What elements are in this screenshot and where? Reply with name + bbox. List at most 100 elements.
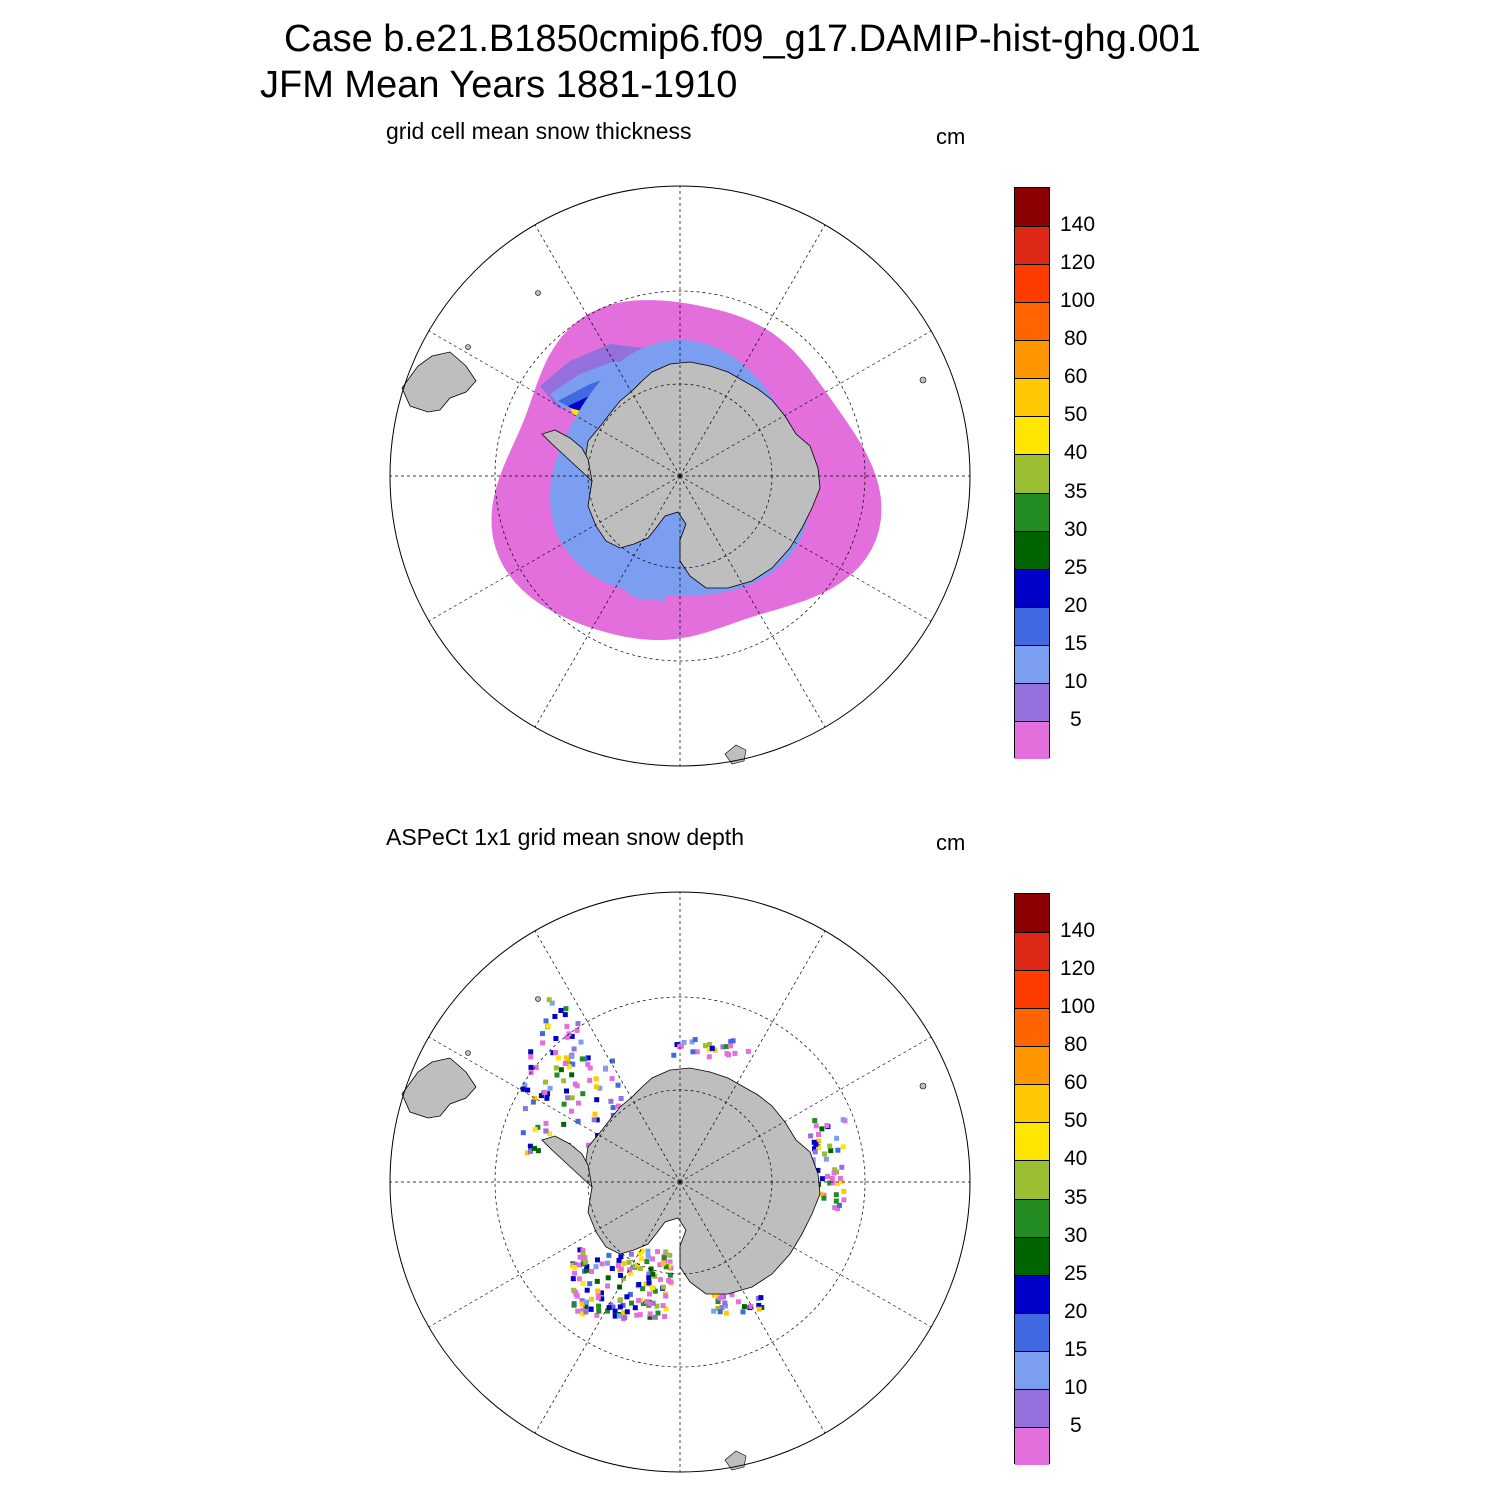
p2-observation-cell <box>635 1262 640 1268</box>
p2-observation-cell <box>643 1281 649 1287</box>
p1-colorbar-segment <box>1015 454 1049 493</box>
p2-meridian-120 <box>534 1181 681 1434</box>
p2-observation-cell <box>840 1144 846 1150</box>
p2-observation-cell <box>599 1290 604 1296</box>
p1-meridian-150 <box>428 475 681 622</box>
p2-south-america-landmass <box>401 1057 477 1119</box>
p1-map-border <box>389 185 971 767</box>
p2-observation-cell <box>553 1065 559 1071</box>
p2-observation-cell <box>595 1288 601 1294</box>
p2-observation-cell <box>542 1089 548 1095</box>
p2-observation-cell <box>640 1286 646 1292</box>
p2-observation-cell <box>528 1049 534 1055</box>
p2-observation-cell <box>543 1018 549 1024</box>
p2-observation-cell <box>594 1312 600 1318</box>
p2-colorbar-label: 15 <box>1064 1337 1088 1361</box>
p2-colorbar-segment <box>1015 1388 1049 1427</box>
p2-observation-cell <box>549 1000 555 1006</box>
p2-observation-cell <box>605 1260 610 1266</box>
p2-observation-cell <box>632 1305 638 1311</box>
p2-observation-cell <box>564 1055 569 1061</box>
p2-observation-cell <box>532 1095 538 1101</box>
panel1-colorbar <box>1014 187 1050 759</box>
p2-observation-cell <box>595 1295 601 1301</box>
p2-observation-cell <box>591 1117 597 1123</box>
p2-observation-cell <box>819 1176 825 1182</box>
p2-observation-cell <box>636 1282 642 1287</box>
p2-observation-cell <box>605 1308 610 1314</box>
p2-observation-cell <box>671 1052 677 1058</box>
p2-observation-cell <box>833 1192 839 1198</box>
p2-map-border <box>389 891 971 1473</box>
p2-observation-cell <box>577 1254 583 1260</box>
p1-colorbar-segment <box>1015 606 1049 645</box>
p2-observation-cell <box>589 1269 594 1274</box>
p2-observation-cell <box>546 997 552 1003</box>
p2-observation-cell <box>829 1175 835 1181</box>
p1-colorbar-label: 30 <box>1064 517 1088 541</box>
p2-observation-cell <box>616 1257 622 1263</box>
p2-observation-cell <box>589 1296 595 1302</box>
p2-colorbar-segment <box>1015 970 1049 1009</box>
p2-observation-cell <box>703 1043 708 1049</box>
p2-observation-cell <box>579 1298 585 1304</box>
p2-observation-cell <box>645 1248 651 1254</box>
p2-observation-cell <box>662 1314 667 1319</box>
p2-observation-cell <box>646 1280 652 1286</box>
p2-observation-cell <box>599 1296 605 1302</box>
p2-meridian-30 <box>679 1181 932 1328</box>
p2-observation-cell <box>594 1117 600 1123</box>
p2-observation-cell <box>609 1076 615 1082</box>
p2-observation-cell <box>823 1156 829 1162</box>
p2-observation-cell <box>657 1262 663 1268</box>
p2-observation-cell <box>644 1259 650 1265</box>
p2-observation-cell <box>717 1309 723 1315</box>
p2-observation-cell <box>575 1021 581 1027</box>
p2-observation-cell <box>545 1023 551 1029</box>
p2-observation-cell <box>813 1141 819 1147</box>
p2-observation-cell <box>555 1055 561 1061</box>
p2-colorbar-segment <box>1015 894 1049 933</box>
p2-observation-cell <box>674 1042 680 1048</box>
p2-colorbar-label: 30 <box>1064 1223 1088 1247</box>
p2-observation-cell <box>640 1301 646 1306</box>
p2-latitude-circle-2 <box>494 996 866 1368</box>
panel1-subtitle: grid cell mean snow thickness <box>386 118 692 144</box>
p2-observation-cell <box>719 1293 725 1299</box>
p2-observation-cell <box>745 1048 751 1054</box>
p2-observation-cell <box>663 1264 669 1270</box>
p1-colorbar-segment <box>1015 188 1049 227</box>
p2-observation-cell <box>828 1148 834 1154</box>
p2-observation-cell <box>723 1310 729 1316</box>
p2-colorbar-label: 100 <box>1060 995 1096 1019</box>
p2-observation-cell <box>816 1132 821 1137</box>
p2-observation-cell <box>564 1034 570 1040</box>
p2-observation-cell <box>580 1251 586 1257</box>
p2-observation-cell <box>748 1303 754 1309</box>
p2-observation-cell <box>564 1023 570 1029</box>
p2-observation-cell <box>550 1050 556 1056</box>
p2-colorbar-label: 120 <box>1060 957 1096 981</box>
p2-colorbar-segment <box>1015 932 1049 971</box>
p2-observation-cell <box>616 1313 622 1319</box>
p2-observation-cell <box>535 1124 541 1130</box>
p2-observation-cell <box>730 1038 736 1044</box>
p2-south-georgia <box>535 996 541 1002</box>
p2-observation-cell <box>637 1312 643 1318</box>
p2-meridian-240 <box>534 930 681 1183</box>
p2-observation-cell <box>575 1308 581 1314</box>
p2-observation-cell <box>587 1281 593 1287</box>
p1-colorbar-segment <box>1015 340 1049 379</box>
p2-colorbar-segment <box>1015 1122 1049 1161</box>
p2-observation-cell <box>561 1121 567 1127</box>
p2-observation-cell <box>610 1105 616 1111</box>
p1-colorbar-label: 35 <box>1064 479 1088 503</box>
p2-observation-cell <box>732 1050 738 1056</box>
p2-observation-cell <box>839 1179 845 1185</box>
p1-antarctica-landmass <box>584 361 821 589</box>
p2-observation-cell <box>543 1120 549 1126</box>
p2-observation-cell <box>608 1302 614 1308</box>
p2-observation-cell <box>835 1206 841 1212</box>
p2-falkland-islands <box>465 1050 471 1056</box>
p2-observation-cell <box>605 1275 611 1281</box>
